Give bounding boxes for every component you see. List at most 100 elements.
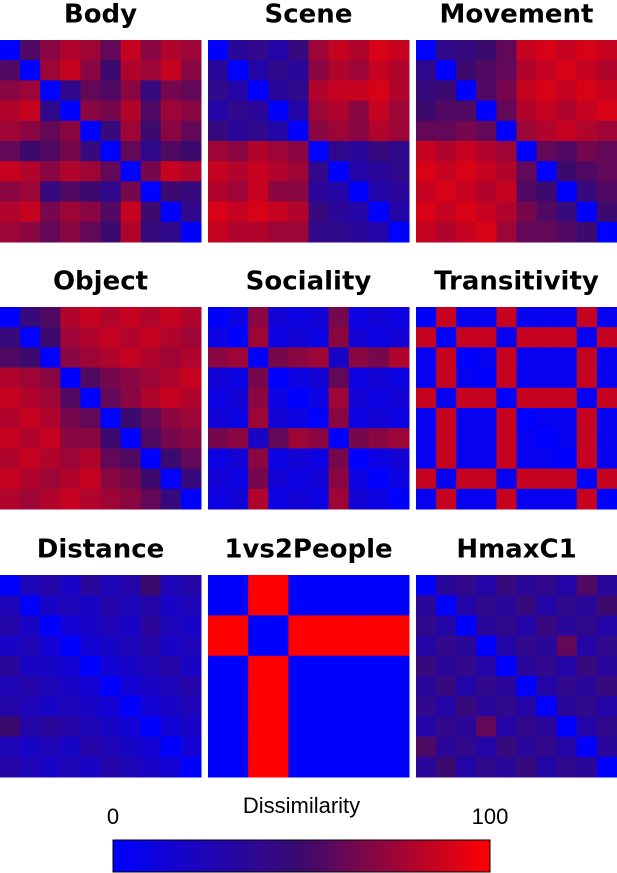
heatmap-cell [60, 307, 81, 328]
heatmap-cell [268, 615, 289, 637]
heatmap-cell [416, 347, 437, 369]
heatmap-cell [496, 655, 517, 677]
heatmap-cell [476, 347, 497, 369]
heatmap-cell [516, 575, 538, 596]
heatmap-cell [496, 307, 517, 328]
heatmap-cell [416, 100, 437, 122]
heatmap-cell [416, 307, 437, 328]
heatmap-cell [536, 736, 558, 758]
heatmap-cell [208, 448, 229, 470]
heatmap-cell [248, 655, 269, 677]
heatmap-cell [416, 40, 437, 61]
heatmap-cell [180, 736, 202, 758]
heatmap-cell [476, 716, 497, 738]
heatmap-cell [516, 595, 538, 616]
heatmap-cell [416, 488, 437, 510]
heatmap-cell [160, 40, 182, 61]
heatmap-cell [308, 387, 330, 409]
heatmap-cell [516, 161, 538, 182]
heatmap-cell [288, 161, 309, 182]
heatmap [208, 575, 410, 778]
heatmap-cell [416, 80, 437, 102]
heatmap-cell [576, 676, 598, 697]
colorbar-label: Dissimilarity [243, 793, 360, 818]
heatmap-cell [576, 716, 598, 738]
heatmap-cell [80, 387, 101, 409]
heatmap-cell [0, 635, 21, 657]
heatmap-cell [208, 347, 229, 369]
heatmap-cell [228, 367, 249, 389]
heatmap-cell [456, 408, 477, 429]
heatmap-cell [40, 181, 61, 203]
heatmap-cell [208, 387, 229, 409]
heatmap-cell [556, 736, 578, 758]
heatmap-cell [456, 367, 477, 389]
heatmap-cell [80, 161, 101, 182]
heatmap-cell [388, 60, 410, 81]
heatmap-cell [60, 100, 81, 122]
heatmap-cell [120, 367, 142, 389]
heatmap-cell [228, 60, 249, 81]
heatmap-cell [416, 120, 437, 142]
heatmap-cell [248, 307, 269, 328]
heatmap-cell [496, 635, 517, 657]
heatmap-cell [20, 756, 41, 778]
heatmap-cell [516, 100, 538, 122]
heatmap-cell [328, 488, 350, 510]
heatmap-cell [556, 387, 578, 409]
heatmap-cell [20, 100, 41, 122]
heatmap-cell [100, 181, 122, 203]
heatmap-cell [328, 100, 350, 122]
heatmap-cell [80, 141, 101, 162]
heatmap-cell [576, 181, 598, 203]
heatmap-cell [348, 716, 370, 738]
heatmap-cell [180, 756, 202, 778]
heatmap-cell [596, 655, 617, 677]
heatmap-cell [40, 448, 61, 470]
heatmap-cell [20, 428, 41, 449]
heatmap-cell [516, 696, 538, 717]
heatmap-cell [496, 428, 517, 449]
heatmap-cell [40, 575, 61, 596]
heatmap-cell [268, 736, 289, 758]
heatmap-cell [208, 488, 229, 510]
heatmap-cell [80, 468, 101, 490]
heatmap-cell [60, 615, 81, 637]
heatmap-cell [120, 80, 142, 102]
heatmap-cell [248, 387, 269, 409]
heatmap-cell [556, 595, 578, 616]
heatmap-cell [348, 595, 370, 616]
heatmap-cell [120, 676, 142, 697]
heatmap-cell [20, 221, 41, 243]
heatmap-cell [476, 60, 497, 81]
heatmap-cell [248, 575, 269, 596]
panel-title: Object [53, 267, 148, 297]
heatmap-cell [516, 327, 538, 348]
heatmap-cell [416, 367, 437, 389]
heatmap-cell [596, 468, 617, 490]
heatmap-cell [60, 756, 81, 778]
heatmap-cell [140, 221, 162, 243]
heatmap-cell [180, 575, 202, 596]
heatmap-cell [0, 756, 21, 778]
heatmap-cell [328, 387, 350, 409]
heatmap-cell [120, 60, 142, 81]
heatmap-cell [288, 655, 309, 677]
heatmap-cell [536, 201, 558, 223]
colorbar-tick-label: 100 [472, 804, 509, 829]
heatmap-cell [0, 221, 21, 243]
heatmap-cell [0, 428, 21, 449]
heatmap-cell [328, 327, 350, 348]
heatmap-cell [416, 161, 437, 182]
heatmap-cell [288, 141, 309, 162]
heatmap-cell [80, 100, 101, 122]
heatmap-cell [60, 655, 81, 677]
heatmap-cell [456, 756, 477, 778]
heatmap-cell [120, 655, 142, 677]
heatmap-cell [228, 347, 249, 369]
heatmap-cell [496, 408, 517, 429]
heatmap-cell [268, 635, 289, 657]
panel-title: 1vs2People [224, 535, 392, 565]
heatmap-cell [180, 488, 202, 510]
heatmap-cell [268, 347, 289, 369]
